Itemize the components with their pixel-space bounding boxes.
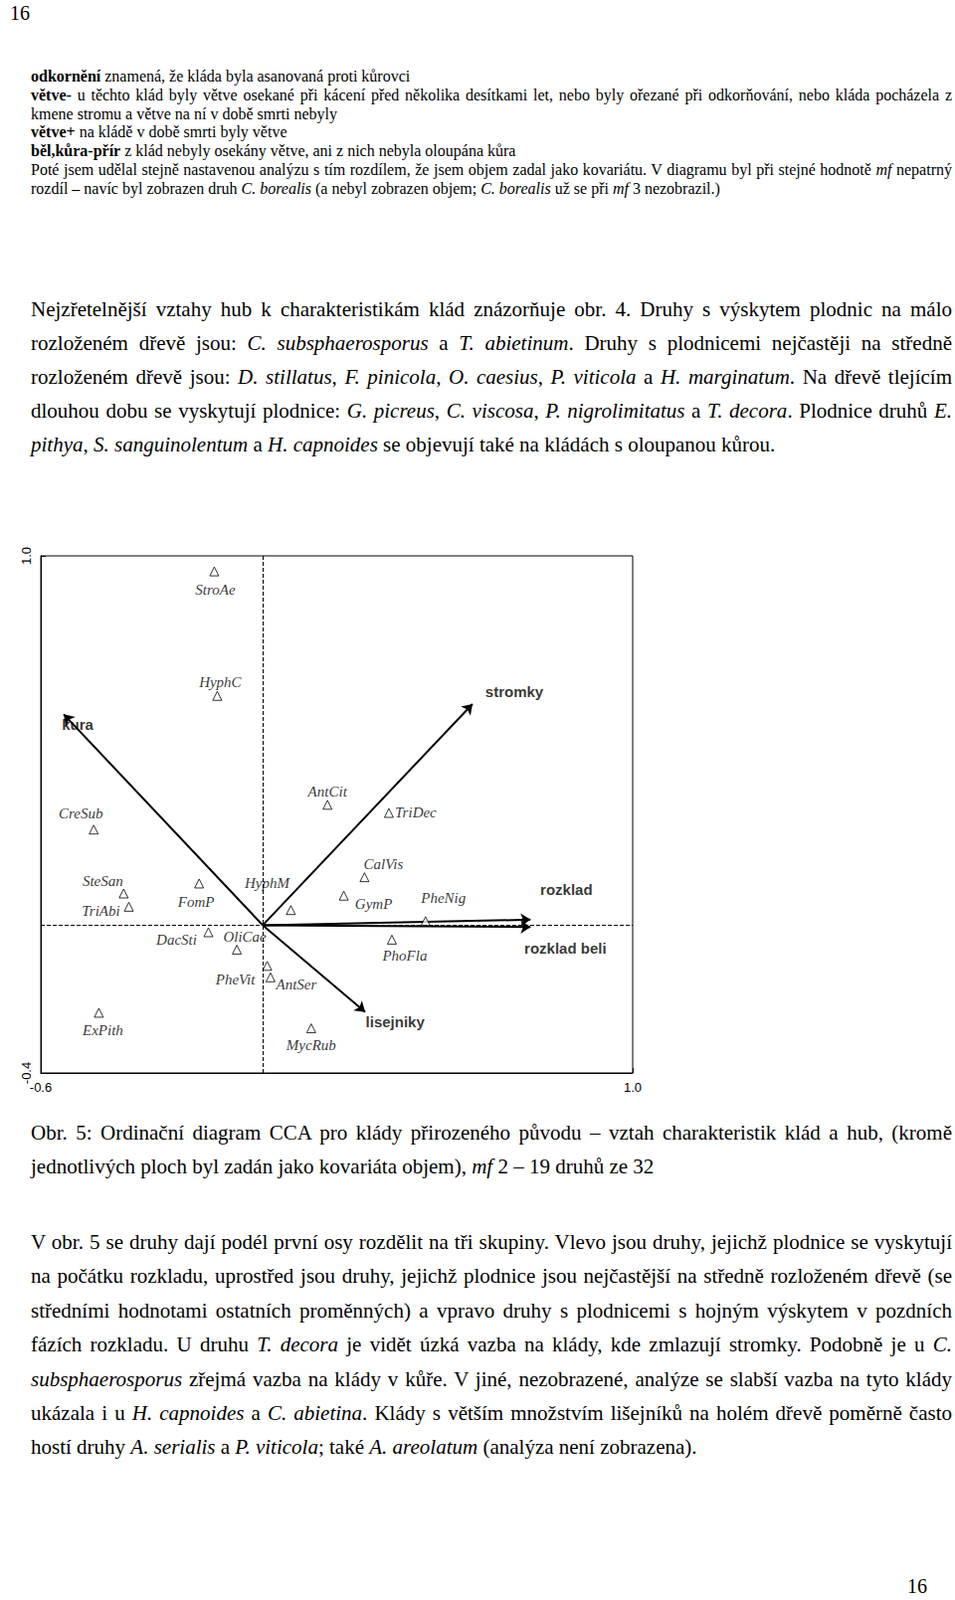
html-text:běl,kůra-přír z klád nebyly os: běl,kůra-přír z klád nebyly osekány větv… [30, 142, 516, 160]
svg-text:lisejniky: lisejniky [366, 1013, 426, 1031]
html-text:Obr. 5: Ordinační diagram CCA: Obr. 5: Ordinační diagram CCA pro klády … [30, 1121, 953, 1179]
html-text:Nejzřetelnější vztahy hub k ch: Nejzřetelnější vztahy hub k charakterist… [30, 297, 953, 457]
html-text:větve- u těchto klád byly větv: větve- u těchto klád byly větve osekané … [30, 86, 953, 122]
svg-text:kura: kura [61, 716, 94, 734]
html-text:16: 16 [907, 1575, 928, 1598]
svg-text:PheVit: PheVit [214, 971, 257, 988]
svg-text:StroAe: StroAe [194, 581, 236, 598]
svg-text:MycRub: MycRub [285, 1037, 337, 1054]
svg-text:DacSti: DacSti [155, 932, 197, 949]
svg-text:CalVis: CalVis [364, 856, 404, 873]
html-text:odkornění znamená, že kláda by: odkornění znamená, že kláda byla asanova… [30, 67, 411, 85]
svg-text:stromky: stromky [485, 683, 545, 701]
html-text:větve+ na kládě v době smrti b: větve+ na kládě v době smrti byly větve [30, 123, 287, 141]
svg-text:AntSer: AntSer [275, 976, 318, 993]
svg-text:PheNig: PheNig [419, 890, 466, 907]
svg-text:TriDec: TriDec [394, 804, 437, 821]
svg-text:PhoFla: PhoFla [381, 948, 427, 964]
svg-text:ExPith: ExPith [81, 1022, 124, 1039]
svg-text:rozklad: rozklad [540, 881, 593, 899]
svg-text:OliCae: OliCae [222, 929, 267, 946]
svg-text:-0.6: -0.6 [29, 1080, 52, 1096]
svg-text:rozklad beli: rozklad beli [524, 940, 607, 957]
svg-text:1.0: 1.0 [623, 1080, 642, 1096]
html-text:16: 16 [9, 1, 30, 24]
svg-text:FomP: FomP [177, 894, 215, 911]
svg-text:TriAbi: TriAbi [81, 903, 120, 920]
html-text:V obr. 5 se druhy dají podél p: V obr. 5 se druhy dají podél první osy r… [30, 1230, 953, 1460]
html-text:Poté jsem udělal stejně nastav: Poté jsem udělal stejně nastavenou analý… [30, 161, 953, 197]
svg-text:GymP: GymP [355, 896, 393, 913]
svg-text:CreSub: CreSub [58, 805, 104, 822]
svg-text:1.0: 1.0 [18, 547, 34, 566]
svg-text:AntCit: AntCit [307, 783, 349, 800]
svg-text:SteSan: SteSan [82, 873, 124, 890]
svg-text:HyphC: HyphC [197, 674, 242, 691]
svg-text:HyphM: HyphM [243, 875, 291, 892]
svg-text:-0.4: -0.4 [18, 1062, 34, 1085]
